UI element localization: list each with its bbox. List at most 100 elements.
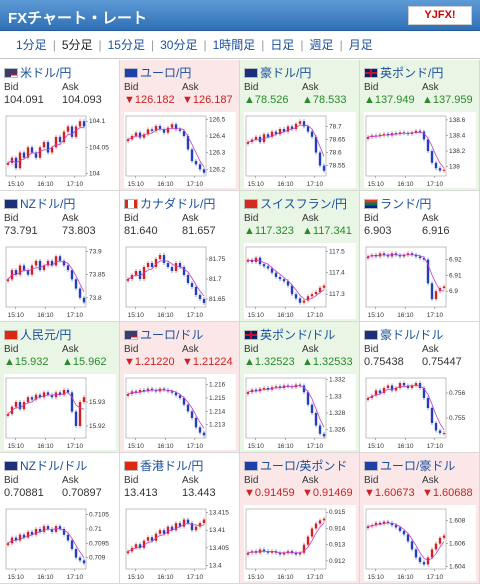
- plot-frame: [365, 115, 447, 177]
- rate-cell[interactable]: 人民元/円 Bid Ask ▲15.932 ▲15.962 15.93 15.92 15:10…: [0, 322, 120, 453]
- mini-chart[interactable]: 138.6 138.4 138.2 138 15:10 16:10 17:10: [364, 112, 476, 188]
- pair-name[interactable]: ユーロ/豪ドル: [380, 459, 456, 473]
- candle: [30, 147, 34, 153]
- candle: [178, 129, 182, 131]
- candle: [410, 253, 414, 255]
- mini-chart[interactable]: 78.7 78.65 78.6 78.55 15:10 16:10 17:10: [244, 112, 356, 188]
- rate-cell[interactable]: 英ポンド/円 Bid Ask ▲137.949 ▲137.959 138.6 138.4 13…: [360, 60, 480, 191]
- mini-chart[interactable]: 0.7105 0.71 0.7095 0.709 15:10 16:10 17:10: [4, 505, 116, 581]
- pair-name[interactable]: ユーロ/英ポンド: [260, 459, 348, 473]
- candle: [62, 131, 66, 143]
- y-tick-label: 126.3: [209, 150, 226, 157]
- rate-cell[interactable]: 英ポンド/ドル Bid Ask ▲1.32523 ▲1.32533 1.332 1.33 1.…: [240, 322, 360, 453]
- mini-chart[interactable]: 13.415 13.41 13.405 13.4 15:10 16:10 17:10: [124, 505, 236, 581]
- pair-name[interactable]: 香港ドル/円: [140, 459, 204, 473]
- tab-timeframe[interactable]: 日足: [270, 38, 295, 52]
- candle: [290, 285, 294, 295]
- pair-link[interactable]: ユーロ/円: [124, 64, 191, 81]
- pair-link[interactable]: ユーロ/ドル: [124, 326, 203, 343]
- bid-label: Bid: [124, 213, 139, 224]
- pair-name[interactable]: ランド/円: [380, 197, 432, 211]
- x-tick-label: 17:10: [187, 181, 204, 188]
- y-tick-label: 81.65: [209, 296, 226, 303]
- pair-name[interactable]: スイスフラン/円: [260, 197, 347, 211]
- pair-name[interactable]: NZドル/ドル: [20, 459, 88, 473]
- pair-link[interactable]: ユーロ/英ポンド: [244, 457, 347, 474]
- rate-cell[interactable]: ランド/円 Bid Ask 6.903 6.916 6.92 6.91 6.9 15:10 16:…: [360, 191, 480, 322]
- x-tick-label: 15:10: [248, 181, 265, 188]
- mini-chart[interactable]: 15.93 15.92 15:10 16:10 17:10: [4, 374, 116, 450]
- pair-link[interactable]: 米ドル/円: [4, 64, 71, 81]
- brand-logo[interactable]: YJFX!: [408, 6, 472, 25]
- pair-link[interactable]: 豪ドル/ドル: [364, 326, 443, 343]
- mini-chart[interactable]: 81.75 81.7 81.65 15:10 16:10 17:10: [124, 243, 236, 319]
- tab-timeframe[interactable]: 1時間足: [212, 38, 256, 52]
- pair-link[interactable]: ユーロ/豪ドル: [364, 457, 455, 474]
- rate-cell[interactable]: NZドル/円 Bid Ask 73.791 73.803 73.9 73.85 73.8 15:…: [0, 191, 120, 322]
- pair-link[interactable]: 英ポンド/円: [364, 64, 443, 81]
- y-tick-label: 78.65: [329, 136, 346, 143]
- bid-value: ▼1.60673: [364, 487, 415, 499]
- pair-name[interactable]: 英ポンド/円: [380, 66, 444, 80]
- pair-name[interactable]: 英ポンド/ドル: [260, 328, 336, 342]
- rate-cell[interactable]: 豪ドル/ドル Bid Ask 0.75438 0.75447 0.756 0.755 15:1…: [360, 322, 480, 453]
- mini-chart[interactable]: 117.5 117.4 117.3 15:10 16:10 17:10: [244, 243, 356, 319]
- rate-cell[interactable]: ユーロ/円 Bid Ask ▼126.182 ▼126.187 126.5 126.4 126…: [120, 60, 240, 191]
- tab-timeframe[interactable]: 5分足: [61, 38, 93, 52]
- bid-label: Bid: [364, 344, 379, 355]
- candle: [434, 543, 438, 550]
- rate-cell[interactable]: スイスフラン/円 Bid Ask ▲117.323 ▲117.341 117.5 117.4…: [240, 191, 360, 322]
- pair-link[interactable]: NZドル/円: [4, 195, 75, 212]
- rate-cell[interactable]: 香港ドル/円 Bid Ask 13.413 13.443 13.415 13.41 13.40…: [120, 453, 240, 584]
- pair-name[interactable]: 人民元/円: [20, 328, 72, 342]
- candle: [158, 126, 162, 130]
- mini-chart[interactable]: 104.1 104.05 104 15:10 16:10 17:10: [4, 112, 116, 188]
- tab-separator: |: [150, 37, 155, 52]
- pair-link[interactable]: 人民元/円: [4, 326, 71, 343]
- pair-name[interactable]: ユーロ/円: [140, 66, 192, 80]
- chart-svg: 78.7 78.65 78.6 78.55 15:10 16:10 17:10: [244, 112, 356, 188]
- moving-average-line: [367, 131, 445, 169]
- pair-name[interactable]: 豪ドル/円: [260, 66, 312, 80]
- mini-chart[interactable]: 0.756 0.755 15:10 16:10 17:10: [364, 374, 476, 450]
- x-tick-label: 17:10: [427, 181, 444, 188]
- pair-name[interactable]: 米ドル/円: [20, 66, 72, 80]
- pair-link[interactable]: NZドル/ドル: [4, 457, 87, 474]
- tab-timeframe[interactable]: 15分足: [107, 38, 145, 52]
- pair-name[interactable]: NZドル/円: [20, 197, 76, 211]
- tab-timeframe[interactable]: 月足: [348, 38, 373, 52]
- x-tick-label: 16:10: [157, 443, 174, 450]
- mini-chart[interactable]: 126.5 126.4 126.3 126.2 15:10 16:10 17:10: [124, 112, 236, 188]
- tab-timeframe[interactable]: 週足: [309, 38, 334, 52]
- rate-cell[interactable]: 豪ドル/円 Bid Ask ▲78.526 ▲78.533 78.7 78.65 78.6 78…: [240, 60, 360, 191]
- candle: [146, 263, 150, 267]
- pair-name[interactable]: 豪ドル/ドル: [380, 328, 444, 342]
- mini-chart[interactable]: 1.332 1.33 1.328 1.326 15:10 16:10 17:10: [244, 374, 356, 450]
- pair-link[interactable]: 英ポンド/ドル: [244, 326, 335, 343]
- mini-chart[interactable]: 1.216 1.215 1.214 1.213 15:10 16:10 17:10: [124, 374, 236, 450]
- candle: [34, 152, 38, 158]
- rate-cell[interactable]: NZドル/ドル Bid Ask 0.70881 0.70897 0.7105 0.71 0.7…: [0, 453, 120, 584]
- tab-timeframe[interactable]: 30分足: [160, 38, 198, 52]
- tab-timeframe[interactable]: 1分足: [16, 38, 47, 52]
- mini-chart[interactable]: 73.9 73.85 73.8 15:10 16:10 17:10: [4, 243, 116, 319]
- candle: [426, 398, 430, 408]
- mini-chart[interactable]: 6.92 6.91 6.9 15:10 16:10 17:10: [364, 243, 476, 319]
- pair-link[interactable]: 豪ドル/円: [244, 64, 311, 81]
- pair-link[interactable]: カナダドル/円: [124, 195, 215, 212]
- rate-cell[interactable]: ユーロ/豪ドル Bid Ask ▼1.60673 ▼1.60688 1.608 1.606 1…: [360, 453, 480, 584]
- pair-name[interactable]: ユーロ/ドル: [140, 328, 204, 342]
- pair-link[interactable]: 香港ドル/円: [124, 457, 203, 474]
- pair-link[interactable]: ランド/円: [364, 195, 431, 212]
- rate-cell[interactable]: ユーロ/英ポンド Bid Ask ▼0.91459 ▼0.91469 0.915 0.914…: [240, 453, 360, 584]
- pair-name[interactable]: カナダドル/円: [140, 197, 216, 211]
- candle: [254, 136, 258, 140]
- rate-cell[interactable]: ユーロ/ドル Bid Ask ▼1.21220 ▼1.21224 1.216 1.215 1.…: [120, 322, 240, 453]
- pair-link[interactable]: スイスフラン/円: [244, 195, 347, 212]
- mini-chart[interactable]: 0.915 0.914 0.913 0.912 15:10 16:10 17:10: [244, 505, 356, 581]
- rate-cell[interactable]: カナダドル/円 Bid Ask 81.640 81.657 81.75 81.7 81.65 1…: [120, 191, 240, 322]
- mini-chart[interactable]: 1.608 1.606 1.604 15:10 16:10 17:10: [364, 505, 476, 581]
- bid-value: ▲1.32523: [244, 356, 295, 368]
- y-tick-label: 0.709: [89, 555, 106, 562]
- rate-cell[interactable]: 米ドル/円 Bid Ask 104.091 104.093 104.1 104.05 104 1…: [0, 60, 120, 191]
